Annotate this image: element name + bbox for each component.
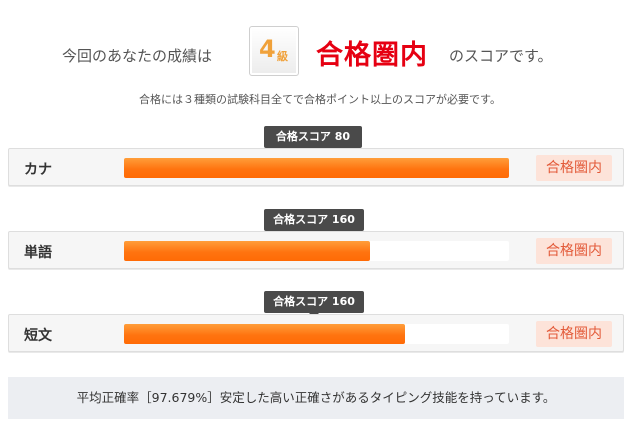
result-suffix-text: のスコアです。 xyxy=(449,47,553,65)
pass-requirement-note: 合格には３種類の試験科目全てで合格ポイント以上のスコアが必要です。 xyxy=(139,93,501,106)
result-header: 今回のあなたの成績は 4 級 合格圏内 のスコアです。 xyxy=(0,14,640,84)
score-bar-track xyxy=(124,241,509,261)
pass-score-tooltip: 合格スコア 160 xyxy=(264,209,364,236)
score-bar-fill xyxy=(124,241,371,261)
result-status-text: 合格圏内 xyxy=(316,40,428,71)
grade-number: 4 xyxy=(259,35,276,63)
subject-label: 単語 xyxy=(24,245,52,261)
status-badge: 合格圏内 xyxy=(536,155,612,181)
score-bar-track xyxy=(124,158,509,178)
pass-score-text: 合格スコア 160 xyxy=(273,213,355,226)
score-row-tanbun: 短文 合格圏内 xyxy=(8,314,624,352)
subject-label: カナ xyxy=(24,162,52,178)
score-row-kana: カナ 合格圏内 xyxy=(8,148,624,186)
score-bar-fill xyxy=(124,324,406,344)
pass-score-tooltip: 合格スコア 160 xyxy=(264,291,364,318)
pass-score-tooltip: 合格スコア 80 xyxy=(264,126,362,153)
grade-badge: 4 級 xyxy=(249,26,299,76)
accuracy-summary: 平均正確率［97.679%］安定した高い正確さがあるタイピング技能を持っています… xyxy=(8,377,624,419)
status-badge: 合格圏内 xyxy=(536,238,612,264)
grade-unit: 級 xyxy=(277,50,288,63)
score-row-tango: 単語 合格圏内 xyxy=(8,231,624,269)
pass-score-text: 合格スコア 160 xyxy=(273,295,355,308)
status-badge: 合格圏内 xyxy=(536,321,612,347)
score-bar-fill xyxy=(124,158,509,178)
pass-score-text: 合格スコア 80 xyxy=(275,130,351,143)
result-prefix-text: 今回のあなたの成績は xyxy=(62,47,213,65)
score-bar-track xyxy=(124,324,509,344)
subject-label: 短文 xyxy=(24,328,52,344)
